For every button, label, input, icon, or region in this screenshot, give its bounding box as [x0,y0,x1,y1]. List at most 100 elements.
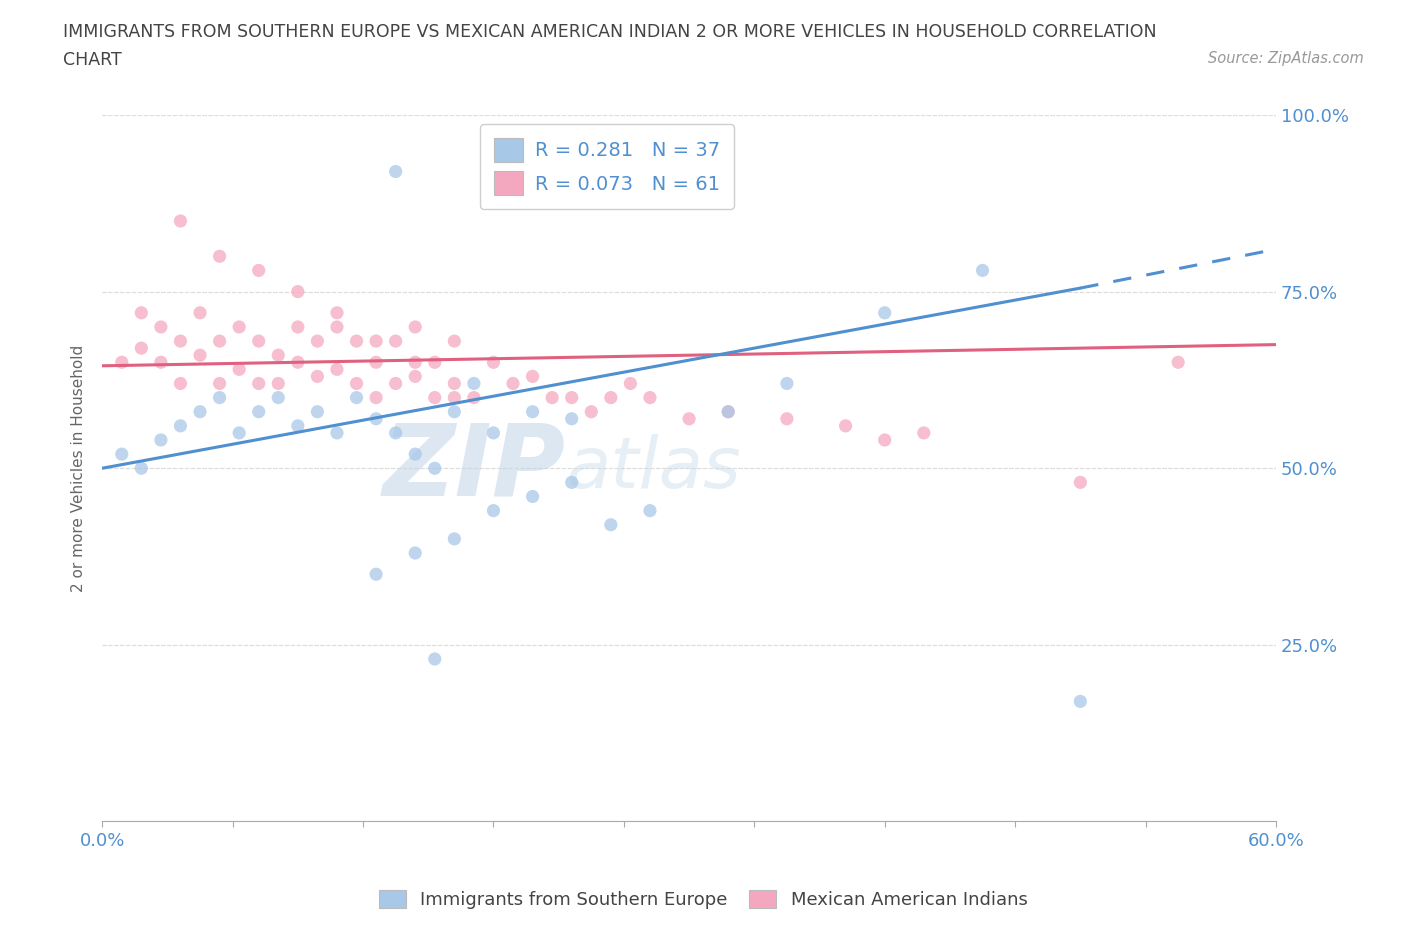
Text: IMMIGRANTS FROM SOUTHERN EUROPE VS MEXICAN AMERICAN INDIAN 2 OR MORE VEHICLES IN: IMMIGRANTS FROM SOUTHERN EUROPE VS MEXIC… [63,23,1157,41]
Point [522,405,544,419]
Point [326,362,349,377]
Point [404,355,426,370]
Point [561,411,583,426]
Point [169,376,191,391]
Point [364,391,387,405]
Point [912,426,935,441]
Text: ZIP: ZIP [382,419,565,517]
Point [247,263,270,278]
Point [404,446,426,461]
Legend: R = 0.281   N = 37, R = 0.073   N = 61: R = 0.281 N = 37, R = 0.073 N = 61 [481,125,734,208]
Y-axis label: 2 or more Vehicles in Household: 2 or more Vehicles in Household [72,345,86,591]
Point [404,369,426,384]
Point [307,369,329,384]
Point [169,418,191,433]
Point [1167,355,1189,370]
Point [188,305,211,320]
Point [522,369,544,384]
Point [443,376,465,391]
Point [581,405,603,419]
Point [149,355,172,370]
Point [267,376,290,391]
Point [482,503,505,518]
Point [326,320,349,335]
Point [287,285,309,299]
Point [1069,475,1091,490]
Point [443,391,465,405]
Point [208,376,231,391]
Point [364,411,387,426]
Point [228,320,250,335]
Point [482,355,505,370]
Point [638,391,661,405]
Point [267,348,290,363]
Point [423,652,446,667]
Point [326,305,349,320]
Point [482,426,505,441]
Point [247,334,270,349]
Point [208,334,231,349]
Point [638,503,661,518]
Point [111,355,134,370]
Point [228,426,250,441]
Point [404,546,426,561]
Text: Source: ZipAtlas.com: Source: ZipAtlas.com [1208,51,1364,66]
Point [131,460,153,475]
Point [131,305,153,320]
Point [228,362,250,377]
Point [776,376,799,391]
Point [247,376,270,391]
Point [188,348,211,363]
Point [443,405,465,419]
Point [717,405,740,419]
Point [1069,694,1091,709]
Point [346,391,368,405]
Point [423,391,446,405]
Point [678,411,700,426]
Point [522,489,544,504]
Point [287,320,309,335]
Point [131,340,153,355]
Point [384,376,406,391]
Point [326,426,349,441]
Point [541,391,564,405]
Point [599,391,621,405]
Point [619,376,641,391]
Point [149,320,172,335]
Point [346,334,368,349]
Point [834,418,856,433]
Point [423,460,446,475]
Point [111,446,134,461]
Point [384,426,406,441]
Point [208,249,231,264]
Point [404,320,426,335]
Point [208,391,231,405]
Point [169,214,191,229]
Point [443,531,465,546]
Point [717,405,740,419]
Point [346,376,368,391]
Point [599,517,621,532]
Point [188,405,211,419]
Text: atlas: atlas [565,433,741,503]
Point [287,355,309,370]
Point [873,305,896,320]
Point [423,355,446,370]
Point [364,566,387,581]
Point [169,334,191,349]
Point [443,334,465,349]
Point [776,411,799,426]
Point [561,391,583,405]
Point [364,334,387,349]
Point [267,391,290,405]
Point [972,263,994,278]
Point [149,432,172,447]
Point [502,376,524,391]
Text: CHART: CHART [63,51,122,69]
Point [873,432,896,447]
Point [307,405,329,419]
Point [364,355,387,370]
Point [247,405,270,419]
Point [463,391,485,405]
Point [384,334,406,349]
